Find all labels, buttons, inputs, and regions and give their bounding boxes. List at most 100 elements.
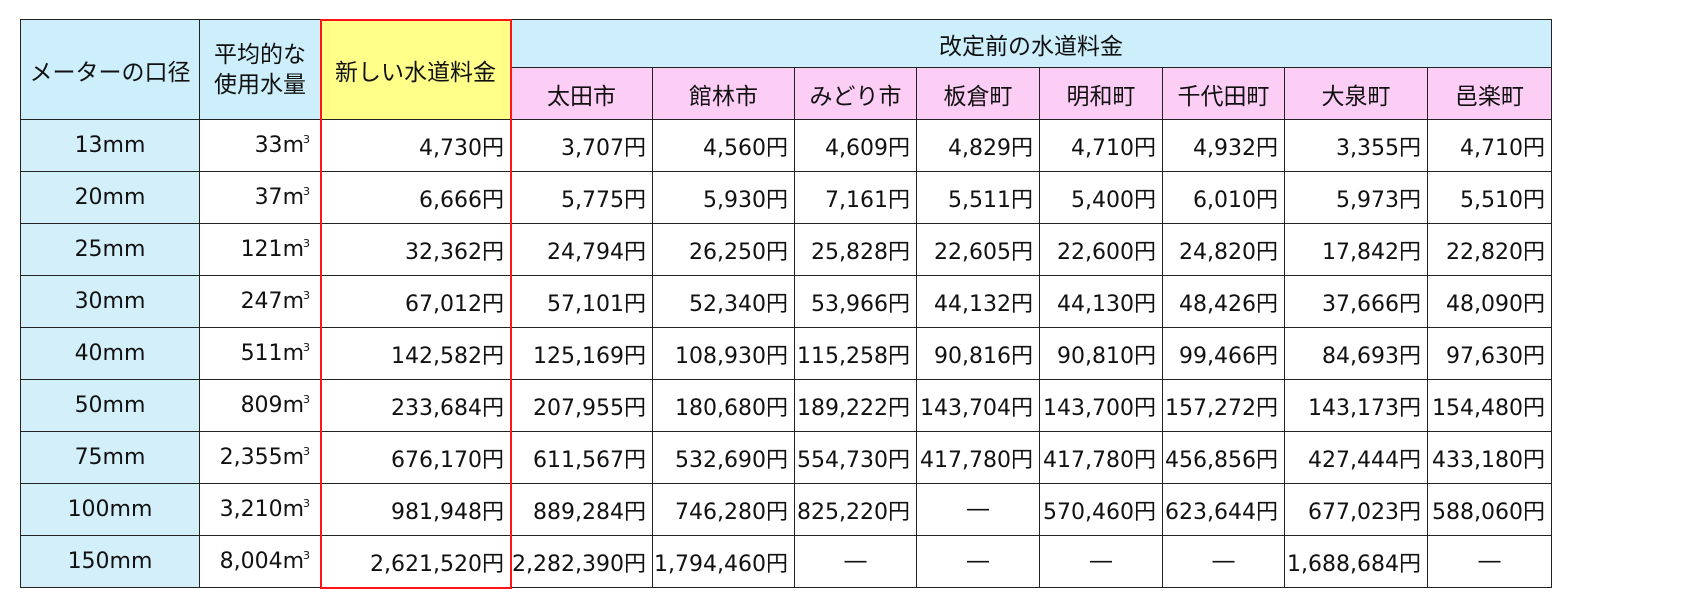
water-fee-table-wrapper: メーターの口径 平均的な 使用水量 新しい水道料金 改定前の水道料金 太田市 館林…	[20, 18, 1552, 589]
cubic-meter-unit: m3	[283, 393, 310, 418]
old-fee-cell: 433,180円	[1427, 431, 1552, 484]
cubic-meter-unit: m3	[283, 549, 310, 574]
old-fee-cell: 53,966円	[794, 275, 917, 328]
cubic-meter-unit-exponent: 3	[303, 497, 310, 510]
average-volume-cell: 3,210m3	[199, 483, 321, 536]
header-row-top: メーターの口径 平均的な 使用水量 新しい水道料金 改定前の水道料金	[20, 19, 1552, 120]
old-fee-cell: 48,090円	[1427, 275, 1552, 328]
municipality-header-row: 太田市 館林市 みどり市 板倉町 明和町 千代田町 大泉町 邑楽町	[21, 67, 1552, 120]
old-fee-cell: 37,666円	[1284, 275, 1428, 328]
cubic-meter-unit: m3	[283, 133, 310, 158]
municipality-header: 千代田町	[1162, 67, 1285, 120]
old-fee-cell: 4,932円	[1162, 119, 1285, 172]
average-volume-value: 37	[254, 185, 283, 210]
average-volume-value: 247	[240, 289, 283, 314]
average-volume-cell: 2,355m3	[199, 431, 321, 484]
old-fee-cell: 5,973円	[1284, 171, 1428, 224]
old-fee-cell: 5,400円	[1039, 171, 1163, 224]
old-fee-cell: 889,284円	[510, 483, 653, 536]
average-volume-value: 8,004	[219, 549, 283, 574]
old-fee-cell: 417,780円	[1039, 431, 1163, 484]
cubic-meter-unit-base: m	[282, 341, 304, 366]
old-fee-cell: 143,173円	[1284, 379, 1428, 432]
old-fee-cell: 207,955円	[510, 379, 653, 432]
old-fee-group-header: 改定前の水道料金	[510, 19, 1552, 68]
old-fee-cell: 90,810円	[1039, 327, 1163, 380]
old-fee-cell: 3,707円	[510, 119, 653, 172]
old-fee-cell: 22,600円	[1039, 223, 1163, 276]
meter-size-cell: 100mm	[20, 483, 200, 536]
cubic-meter-unit-base: m	[282, 237, 304, 262]
old-fee-cell: 97,630円	[1427, 327, 1552, 380]
cubic-meter-unit-exponent: 3	[303, 289, 310, 302]
meter-size-cell: 150mm	[20, 535, 200, 588]
old-fee-cell: ―	[1039, 535, 1163, 588]
average-volume-cell: 8,004m3	[199, 535, 321, 588]
average-volume-value: 121	[240, 237, 283, 262]
old-fee-cell: 125,169円	[510, 327, 653, 380]
old-fee-cell: ―	[1427, 535, 1552, 588]
meter-size-cell: 40mm	[20, 327, 200, 380]
old-fee-cell: 4,710円	[1427, 119, 1552, 172]
old-fee-cell: 4,829円	[916, 119, 1040, 172]
cubic-meter-unit-exponent: 3	[303, 445, 310, 458]
cubic-meter-unit: m3	[283, 185, 310, 210]
average-volume-value: 2,355	[219, 445, 283, 470]
old-fee-cell: 84,693円	[1284, 327, 1428, 380]
old-fee-cell: 6,010円	[1162, 171, 1285, 224]
cubic-meter-unit-base: m	[282, 185, 304, 210]
average-volume-header-line1: 平均的な	[214, 41, 306, 68]
cubic-meter-unit: m3	[283, 341, 310, 366]
old-fee-cell: 427,444円	[1284, 431, 1428, 484]
municipality-header: 板倉町	[916, 67, 1040, 120]
old-fee-cell: 44,132円	[916, 275, 1040, 328]
old-fee-cell: 157,272円	[1162, 379, 1285, 432]
municipality-header: 館林市	[652, 67, 795, 120]
cubic-meter-unit-exponent: 3	[303, 133, 310, 146]
old-fee-cell: 90,816円	[916, 327, 1040, 380]
meter-size-cell: 75mm	[20, 431, 200, 484]
municipality-header: 大泉町	[1284, 67, 1428, 120]
cubic-meter-unit-base: m	[282, 445, 304, 470]
table-row: 40mm 511m3 142,582円 125,169円 108,930円 115,258…	[20, 327, 1552, 380]
municipality-header: 太田市	[510, 67, 653, 120]
cubic-meter-unit: m3	[283, 289, 310, 314]
table-row: 50mm 809m3 233,684円 207,955円 180,680円 189,222…	[20, 379, 1552, 432]
old-fee-cell: 825,220円	[794, 483, 917, 536]
average-volume-cell: 121m3	[199, 223, 321, 276]
meter-size-cell: 30mm	[20, 275, 200, 328]
old-fee-cell: 677,023円	[1284, 483, 1428, 536]
cubic-meter-unit-base: m	[282, 393, 304, 418]
old-fee-cell: 143,700円	[1039, 379, 1163, 432]
old-fee-cell: 189,222円	[794, 379, 917, 432]
old-fee-cell: 532,690円	[652, 431, 795, 484]
cubic-meter-unit-base: m	[282, 289, 304, 314]
table-row: 30mm 247m3 67,012円 57,101円 52,340円 53,966円 44,…	[20, 275, 1552, 328]
average-volume-value: 33	[254, 133, 283, 158]
old-fee-cell: 623,644円	[1162, 483, 1285, 536]
table-row: 20mm 37m3 6,666円 5,775円 5,930円 7,161円 5,511円 5,…	[20, 171, 1552, 224]
new-fee-cell: 676,170円	[320, 431, 511, 484]
old-fee-cell: 24,820円	[1162, 223, 1285, 276]
old-fee-cell: 99,466円	[1162, 327, 1285, 380]
old-fee-cell: 5,511円	[916, 171, 1040, 224]
old-fee-cell: 1,794,460円	[652, 535, 795, 588]
new-fee-cell: 6,666円	[320, 171, 511, 224]
new-fee-cell: 142,582円	[320, 327, 511, 380]
average-volume-header-line2: 使用水量	[214, 71, 306, 98]
new-fee-cell: 4,730円	[320, 119, 511, 172]
table-row: 100mm 3,210m3 981,948円 889,284円 746,280円 825,…	[20, 483, 1552, 536]
cubic-meter-unit: m3	[283, 237, 310, 262]
average-volume-value: 3,210	[219, 497, 283, 522]
old-fee-cell: 2,282,390円	[510, 535, 653, 588]
table-row: 75mm 2,355m3 676,170円 611,567円 532,690円 554,7…	[20, 431, 1552, 484]
table-row: 150mm 8,004m3 2,621,520円 2,282,390円 1,794,46…	[20, 535, 1552, 588]
cubic-meter-unit-base: m	[282, 497, 304, 522]
meter-size-cell: 20mm	[20, 171, 200, 224]
municipality-header: 明和町	[1039, 67, 1163, 120]
old-fee-cell: 22,605円	[916, 223, 1040, 276]
average-volume-header: 平均的な 使用水量	[199, 19, 321, 120]
meter-size-cell: 50mm	[20, 379, 200, 432]
cubic-meter-unit-exponent: 3	[303, 341, 310, 354]
old-fee-cell: 611,567円	[510, 431, 653, 484]
